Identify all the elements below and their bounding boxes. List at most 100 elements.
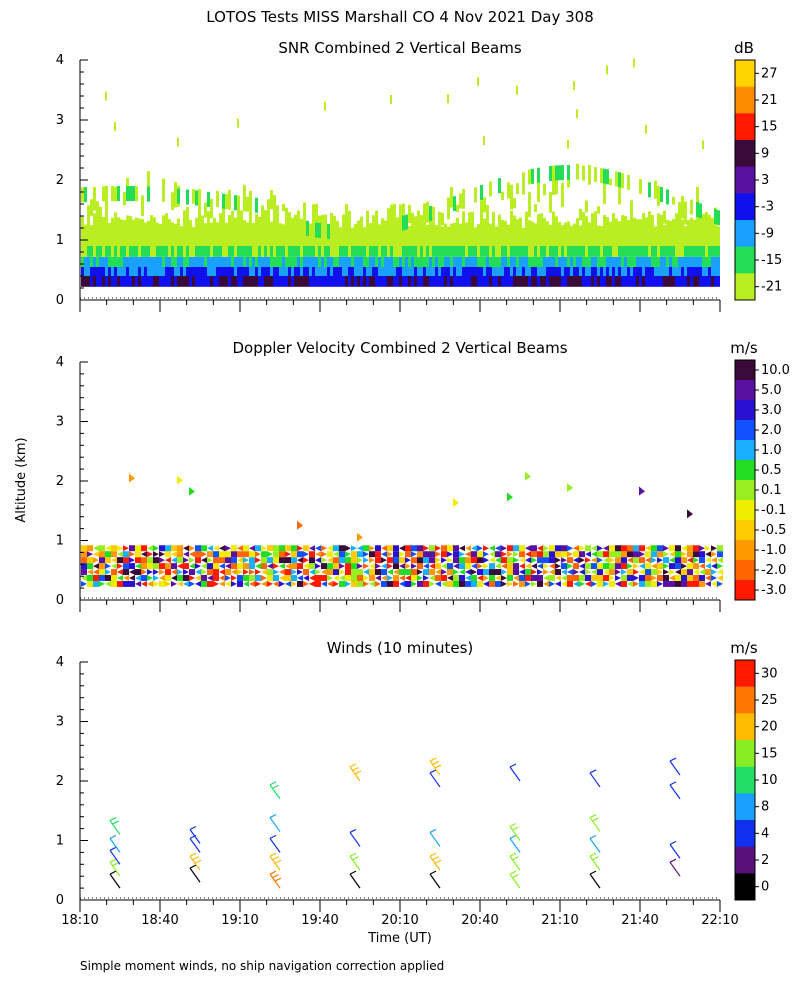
doppler-cell	[501, 545, 507, 552]
snr-cell	[600, 246, 603, 257]
snr-cell	[222, 256, 225, 267]
snr-cell	[342, 267, 345, 276]
doppler-cell	[171, 563, 177, 570]
snr-cell	[645, 124, 647, 134]
doppler-cell	[705, 557, 711, 564]
snr-cell	[219, 256, 222, 267]
doppler-cell	[411, 563, 417, 570]
snr-cell	[327, 246, 330, 257]
snr-colorbar-unit: dB	[734, 39, 754, 57]
doppler-cell	[297, 545, 303, 552]
snr-cell	[234, 256, 237, 267]
doppler-cell	[453, 569, 459, 576]
doppler-cell	[87, 569, 93, 576]
snr-cell	[333, 215, 336, 229]
snr-cell	[654, 276, 657, 287]
wind-barb-feather	[434, 859, 442, 864]
snr-cell	[513, 267, 516, 276]
snr-cell	[303, 202, 306, 218]
snr-cell	[456, 217, 459, 246]
snr-cell	[96, 246, 99, 257]
snr-cell	[402, 276, 405, 287]
doppler-cell	[123, 580, 129, 587]
x-tick-label: 19:10	[221, 913, 258, 928]
snr-cell	[147, 267, 150, 276]
snr-cell	[339, 256, 342, 267]
snr-cell	[201, 256, 204, 267]
snr-cell	[345, 227, 348, 246]
snr-cell	[159, 223, 162, 246]
snr-cell	[150, 276, 153, 287]
doppler-cell	[645, 557, 651, 564]
wind-barb-feather	[354, 770, 362, 775]
snr-cell	[408, 276, 411, 287]
snr-cell	[663, 267, 666, 276]
doppler-cell	[117, 580, 123, 587]
doppler-cell	[435, 551, 441, 558]
snr-cell	[327, 267, 330, 276]
doppler-cell	[303, 545, 309, 552]
colorbar-label: -0.1	[761, 503, 786, 518]
doppler-cell	[435, 575, 441, 581]
snr-cell	[666, 276, 669, 287]
snr-cell	[243, 220, 246, 246]
doppler-cell	[387, 563, 393, 570]
doppler-cell	[243, 545, 249, 552]
snr-cell	[180, 226, 183, 246]
snr-cell	[696, 246, 699, 257]
snr-cell	[543, 276, 546, 287]
snr-cell	[288, 267, 291, 276]
snr-cell	[231, 267, 234, 276]
snr-cell	[321, 214, 324, 246]
doppler-cell	[147, 557, 153, 564]
doppler-cell	[465, 569, 471, 576]
doppler-cell	[195, 575, 201, 581]
doppler-cell	[555, 545, 561, 552]
doppler-cell	[123, 575, 129, 581]
doppler-cell	[147, 575, 153, 581]
doppler-cell	[651, 569, 657, 576]
doppler-cell	[231, 557, 237, 564]
x-tick-label: 21:40	[621, 913, 658, 928]
snr-cell	[366, 256, 369, 267]
doppler-cell	[657, 569, 663, 576]
doppler-cell	[639, 551, 645, 558]
doppler-cell	[417, 580, 423, 587]
doppler-cell	[189, 557, 195, 564]
snr-cell	[411, 276, 414, 287]
snr-cell	[204, 246, 207, 257]
snr-cell	[624, 267, 627, 276]
snr-cell	[516, 256, 519, 267]
snr-cell	[654, 246, 657, 257]
doppler-cell	[327, 575, 333, 581]
doppler-cell	[369, 551, 375, 558]
snr-cell	[276, 276, 279, 287]
snr-cell	[564, 222, 567, 246]
doppler-cell	[201, 545, 207, 552]
snr-cell	[675, 246, 678, 257]
snr-cell	[282, 276, 285, 287]
colorbar-label: 5.0	[761, 383, 782, 398]
doppler-cell	[213, 563, 219, 570]
snr-cell	[690, 267, 693, 276]
doppler-cell	[207, 563, 213, 570]
doppler-cell	[297, 575, 303, 581]
snr-cell	[378, 276, 381, 287]
snr-cell	[324, 276, 327, 287]
snr-cell	[642, 212, 645, 221]
snr-cell	[300, 256, 303, 267]
colorbar-swatch	[735, 140, 755, 168]
winds-colorbar-unit: m/s	[730, 639, 758, 657]
doppler-cell	[81, 557, 87, 564]
snr-cell	[519, 246, 522, 257]
snr-cell	[177, 267, 180, 276]
snr-cell	[615, 218, 618, 246]
snr-cell	[489, 256, 492, 267]
snr-cell	[126, 276, 129, 287]
doppler-cell	[525, 563, 531, 570]
snr-cell	[255, 276, 258, 287]
doppler-cell	[483, 551, 489, 558]
snr-cell	[135, 186, 138, 202]
doppler-cell	[621, 569, 627, 576]
